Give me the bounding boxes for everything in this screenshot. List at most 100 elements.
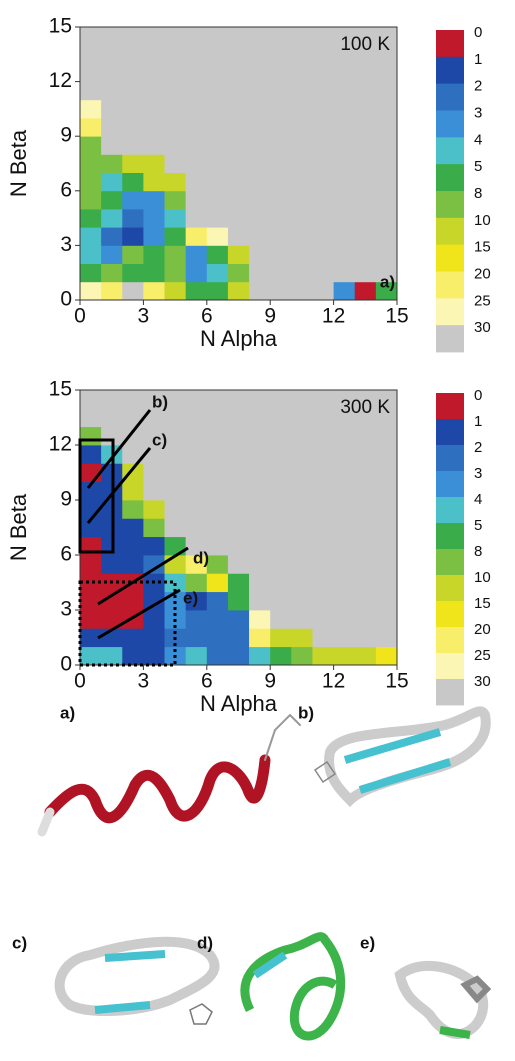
- heat-cell: [186, 173, 208, 192]
- heat-cell: [312, 282, 334, 301]
- heat-cell: [355, 592, 377, 611]
- heat-cell: [122, 628, 144, 647]
- colorbar-label: 0: [474, 24, 482, 41]
- heat-cell: [143, 27, 165, 46]
- heat-cell: [165, 45, 187, 64]
- heat-cell: [143, 537, 165, 556]
- heat-cell: [80, 555, 102, 574]
- heat-cell: [165, 445, 187, 464]
- heat-cell: [312, 63, 334, 82]
- colorbar-swatch: [436, 575, 464, 601]
- heat-cell: [312, 573, 334, 592]
- y-axis-label: N Beta: [6, 129, 31, 197]
- heat-cell: [270, 191, 292, 210]
- heat-cell: [376, 573, 398, 592]
- heat-cell: [249, 45, 271, 64]
- heat-cell: [101, 82, 123, 101]
- heat-cell: [80, 118, 102, 137]
- heat-cell: [165, 27, 187, 46]
- x-tick-label: 9: [264, 305, 276, 328]
- heat-cell: [80, 136, 102, 155]
- heat-cell: [80, 390, 102, 409]
- heat-cell: [143, 463, 165, 482]
- heat-cell: [186, 209, 208, 228]
- heat-cell: [207, 408, 229, 427]
- heat-cell: [249, 191, 271, 210]
- heat-cell: [80, 154, 102, 173]
- heat-cell: [376, 245, 398, 264]
- colorbar-swatch: [436, 30, 464, 57]
- heat-cell: [165, 118, 187, 137]
- heat-cell: [207, 500, 229, 519]
- colorbar-swatch: [436, 137, 464, 164]
- x-tick-label: 6: [201, 670, 213, 693]
- heat-cell: [334, 118, 356, 137]
- heat-cell: [186, 500, 208, 519]
- heat-cell: [228, 390, 250, 409]
- y-tick-label: 15: [49, 15, 72, 38]
- heat-cell: [207, 282, 229, 301]
- heat-cell: [228, 408, 250, 427]
- heat-cell: [186, 282, 208, 301]
- heat-cell: [186, 647, 208, 666]
- structure-label: a): [60, 703, 75, 722]
- colorbar-label: 1: [474, 413, 482, 430]
- heat-cell: [270, 45, 292, 64]
- heat-cell: [334, 482, 356, 501]
- heat-cell: [165, 209, 187, 228]
- colorbar-swatch: [436, 419, 464, 445]
- heat-cell: [186, 427, 208, 446]
- heat-cell: [228, 118, 250, 137]
- heat-cell: [186, 518, 208, 537]
- heat-cell: [249, 118, 271, 137]
- heat-cell: [334, 500, 356, 519]
- heat-cell: [186, 227, 208, 246]
- heat-cell: [249, 154, 271, 173]
- heat-cell: [376, 209, 398, 228]
- colorbar-swatch: [436, 523, 464, 549]
- heat-cell: [376, 610, 398, 629]
- heat-cell: [291, 45, 313, 64]
- heat-cell: [165, 100, 187, 119]
- heat-cell: [270, 518, 292, 537]
- colorbar-swatch: [436, 325, 464, 352]
- heat-cell: [101, 390, 123, 409]
- heat-cell: [143, 191, 165, 210]
- heat-cell: [270, 173, 292, 192]
- y-tick-label: 3: [60, 233, 72, 256]
- heat-cell: [228, 537, 250, 556]
- heat-cell: [80, 45, 102, 64]
- x-tick-label: 3: [138, 305, 150, 328]
- heat-cell: [312, 173, 334, 192]
- heat-cell: [355, 227, 377, 246]
- heat-cell: [143, 63, 165, 82]
- heat-cell: [186, 63, 208, 82]
- heat-cell: [355, 555, 377, 574]
- heat-cell: [122, 592, 144, 611]
- colorbar-label: 0: [474, 387, 482, 404]
- y-axis-label: N Beta: [6, 493, 31, 561]
- heat-cell: [122, 500, 144, 519]
- heat-cell: [312, 27, 334, 46]
- heat-cell: [312, 555, 334, 574]
- colorbar-label: 20: [474, 621, 491, 638]
- heat-cell: [291, 518, 313, 537]
- heat-cell: [101, 63, 123, 82]
- heat-cell: [249, 63, 271, 82]
- heat-cell: [270, 136, 292, 155]
- y-tick-label: 15: [49, 378, 72, 401]
- heat-cell: [334, 245, 356, 264]
- colorbar-label: 30: [474, 673, 491, 690]
- heat-cell: [249, 592, 271, 611]
- heat-cell: [249, 573, 271, 592]
- x-tick-label: 9: [264, 670, 276, 693]
- heat-cell: [165, 173, 187, 192]
- heat-cell: [249, 555, 271, 574]
- heat-cell: [291, 227, 313, 246]
- heat-cell: [312, 537, 334, 556]
- heat-cell: [207, 610, 229, 629]
- heat-cell: [376, 537, 398, 556]
- heat-cell: [165, 136, 187, 155]
- heat-cell: [270, 482, 292, 501]
- heat-cell: [143, 154, 165, 173]
